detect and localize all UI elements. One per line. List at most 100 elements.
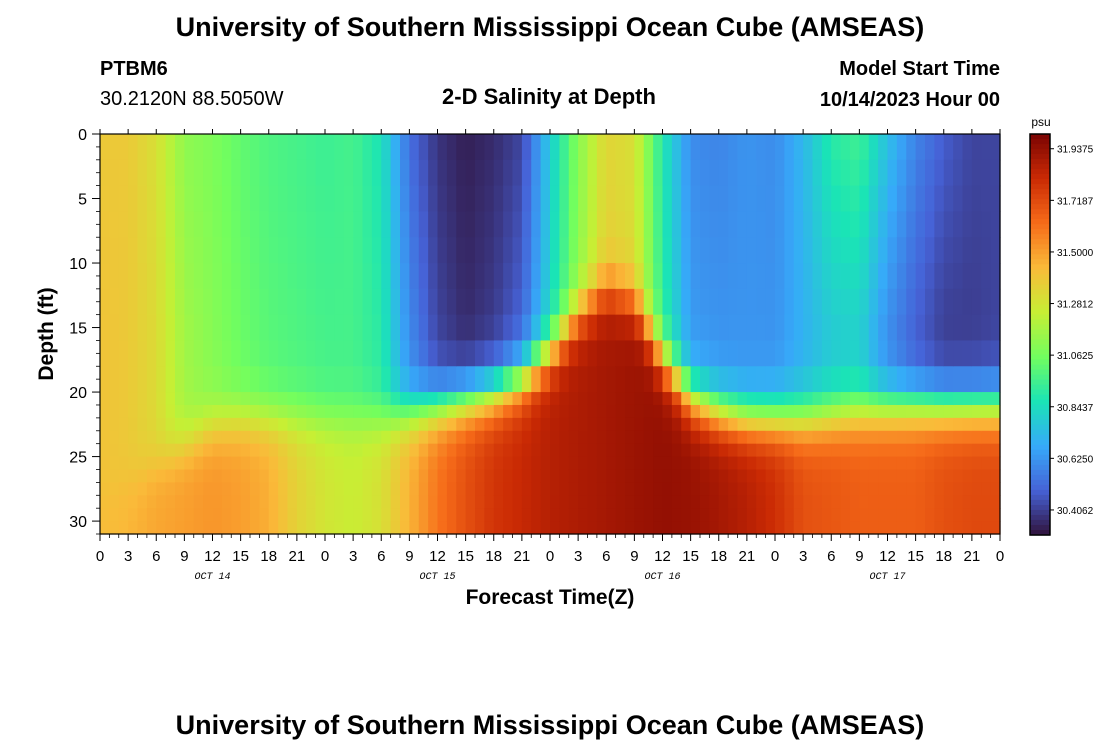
heatmap-cell (268, 469, 279, 483)
heatmap-cell (728, 482, 739, 496)
heatmap-cell (662, 469, 673, 483)
heatmap-cell (128, 430, 139, 445)
heatmap-cell (775, 521, 785, 535)
colorbar-tick-label: 30.4062 (1057, 506, 1094, 517)
heatmap-cell (531, 314, 542, 342)
heatmap-cell (765, 392, 776, 406)
heatmap-cell (540, 237, 551, 264)
heatmap-cell (484, 430, 495, 445)
heatmap-cell (681, 288, 692, 316)
heatmap-cell (193, 430, 204, 445)
heatmap-cell (953, 430, 964, 445)
heatmap-cell (437, 366, 448, 393)
heatmap-cell (503, 314, 514, 342)
colorbar-swatch (1030, 349, 1050, 356)
heatmap-cell (634, 456, 645, 471)
heatmap-cell (971, 237, 982, 264)
heatmap-cell (728, 288, 739, 316)
heatmap-cell (390, 340, 401, 367)
colorbar-swatch (1030, 359, 1050, 366)
heatmap-cell (503, 443, 514, 458)
heatmap-cell (409, 482, 420, 496)
heatmap-cell (953, 340, 964, 367)
heatmap-cell (578, 417, 589, 432)
heatmap-cell (512, 237, 523, 264)
heatmap-cell (428, 159, 439, 187)
heatmap-cell (118, 366, 129, 393)
heatmap-cell (840, 288, 851, 316)
heatmap-cell (728, 134, 739, 161)
colorbar-swatch (1030, 364, 1050, 371)
heatmap-cell (165, 495, 176, 509)
heatmap-cell (821, 159, 832, 187)
heatmap-cell (962, 404, 973, 419)
heatmap-cell (446, 417, 457, 432)
heatmap-cell (390, 521, 401, 535)
heatmap-cell (906, 508, 917, 522)
heatmap-cell (896, 314, 907, 342)
heatmap-cell (596, 417, 607, 432)
heatmap-cell (353, 314, 364, 342)
heatmap-cell (803, 185, 814, 213)
heatmap-cell (784, 263, 795, 290)
heatmap-cell (231, 417, 242, 432)
heatmap-cell (315, 288, 326, 316)
heatmap-cell (746, 417, 757, 432)
heatmap-cell (812, 508, 823, 522)
heatmap-cell (812, 314, 823, 342)
heatmap-cell (175, 263, 185, 290)
heatmap-cell (625, 134, 635, 161)
heatmap-cell (400, 237, 410, 264)
heatmap-cell (681, 134, 692, 161)
heatmap-cell (578, 263, 589, 290)
heatmap-cell (662, 366, 673, 393)
heatmap-cell (728, 456, 739, 471)
heatmap-cell (521, 430, 532, 445)
heatmap-cell (193, 508, 204, 522)
heatmap-cell (596, 288, 607, 316)
heatmap-cell (784, 495, 795, 509)
heatmap-cell (812, 404, 823, 419)
heatmap-cell (156, 404, 167, 419)
heatmap-cell (109, 482, 120, 496)
heatmap-cell (315, 521, 326, 535)
heatmap-cell (418, 430, 429, 445)
heatmap-cell (456, 314, 467, 342)
colorbar-swatch (1030, 174, 1050, 180)
heatmap-cell (915, 521, 926, 535)
x-tick-label: 18 (935, 548, 952, 565)
heatmap-cell (925, 521, 935, 535)
heatmap-cell (493, 288, 504, 316)
heatmap-cell (737, 237, 748, 264)
heatmap-cell (418, 288, 429, 316)
heatmap-cell (578, 430, 589, 445)
heatmap-cell (240, 443, 251, 458)
heatmap-cell (128, 185, 139, 213)
heatmap-cell (690, 134, 701, 161)
heatmap-cell (531, 134, 542, 161)
heatmap-cell (456, 417, 467, 432)
heatmap-cell (250, 314, 260, 342)
heatmap-cell (906, 263, 917, 290)
heatmap-cell (165, 366, 176, 393)
heatmap-cell (428, 417, 439, 432)
heatmap-cell (718, 159, 729, 187)
heatmap-cell (240, 495, 251, 509)
heatmap-cell (568, 134, 579, 161)
heatmap-cell (756, 482, 767, 496)
heatmap-cell (896, 495, 907, 509)
heatmap-cell (971, 392, 982, 406)
heatmap-cell (662, 314, 673, 342)
heatmap-cell (868, 469, 879, 483)
heatmap-cell (109, 495, 120, 509)
x-tick-label: 9 (855, 548, 863, 565)
heatmap-cell (137, 404, 148, 419)
heatmap-cell (746, 456, 757, 471)
heatmap-cell (896, 417, 907, 432)
heatmap-cell (446, 134, 457, 161)
heatmap-cell (850, 340, 860, 367)
heatmap-cell (765, 521, 776, 535)
heatmap-cell (193, 314, 204, 342)
colorbar-swatch (1030, 454, 1050, 461)
heatmap-cell (615, 134, 626, 161)
